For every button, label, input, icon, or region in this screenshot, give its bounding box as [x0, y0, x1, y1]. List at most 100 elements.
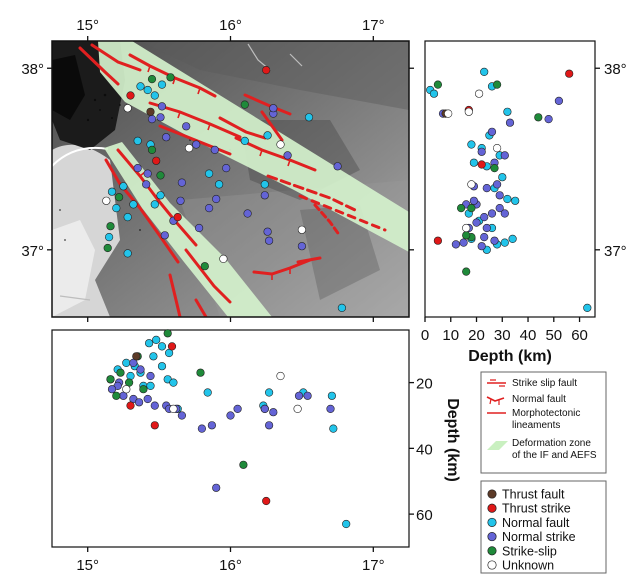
side-panel-frame — [424, 40, 596, 318]
map-epicenter-point — [263, 131, 272, 140]
legend-event-marker — [487, 532, 497, 542]
bottom-epicenter-point — [303, 391, 312, 400]
bottom-epicenter-point — [167, 342, 177, 351]
legend-event-label: Normal strike — [502, 530, 576, 544]
longitude-depth-panel: 20 40 60 15° 16° 17° Depth (km) — [51, 329, 461, 574]
legend-normal-fault-label: Normal fault — [512, 394, 566, 405]
map-epicenter-point — [205, 169, 214, 178]
map-epicenter-point — [123, 104, 132, 113]
map-epicenter-point — [106, 222, 115, 231]
map-epicenter-point — [260, 191, 269, 200]
bottom-epicenter-point — [107, 385, 117, 394]
bottom-epicenter-point — [265, 388, 274, 397]
map-epicenter-point — [156, 113, 165, 122]
depth-latitude-panel: 0 10 20 30 40 50 60 38° 37° Depth (km) — [421, 40, 627, 365]
bottom-epicenter-point — [126, 401, 135, 410]
map-epicenter-point — [150, 200, 159, 209]
bottom-epicenter-point — [136, 365, 145, 374]
bottom-epicenter-point — [135, 398, 144, 407]
bottom-depth-tick-label: 60 — [416, 507, 433, 524]
map-epicenter-point — [177, 178, 186, 187]
map-epicenter-point — [156, 171, 165, 180]
bottom-epicenter-point — [149, 352, 158, 361]
legend-zone-label-1: Deformation zone — [512, 438, 591, 449]
normal-fault-ticks — [139, 65, 291, 280]
map-epicenter-point — [123, 213, 132, 222]
legend-lineament-label-2: lineaments — [512, 420, 560, 431]
bottom-lon-tick-label: 17° — [362, 557, 385, 574]
side-depth-tick-label: 60 — [571, 327, 588, 344]
map-epicenters — [102, 65, 347, 313]
bottom-epicenter-point — [327, 391, 337, 400]
map-epicenter-point — [147, 114, 157, 124]
map-epicenter-point — [283, 151, 292, 160]
legend-event-label: Thrust strike — [502, 502, 571, 516]
bottom-depth-tick-label: 40 — [416, 441, 433, 458]
bottom-epicenter-point — [329, 424, 338, 433]
side-epicenter-point — [493, 144, 502, 153]
legend-event-label: Strike-slip — [502, 544, 557, 558]
map-epicenter-point — [263, 227, 272, 236]
map-epicenter-point — [147, 74, 157, 84]
side-epicenter-point — [480, 67, 489, 76]
map-epicenter-point — [297, 225, 307, 234]
map-lon-tick-label: 16° — [219, 17, 242, 34]
map-epicenter-point — [143, 85, 152, 95]
map-epicenter-point — [182, 122, 191, 131]
map-epicenter-point — [212, 194, 221, 204]
map-epicenter-point — [200, 262, 209, 271]
side-epicenter-point — [433, 236, 443, 245]
legend-zone-label-2: of the IF and AEFS — [512, 450, 597, 461]
map-epicenter-point — [136, 82, 145, 91]
map-epicenter-point — [160, 231, 169, 240]
side-epicenter-point — [429, 89, 439, 98]
side-depth-axis-title: Depth (km) — [468, 348, 552, 365]
side-epicenter-point — [583, 303, 592, 313]
map-epicenter-point — [107, 187, 117, 196]
map-lat-tick-label: 37° — [21, 243, 44, 260]
bottom-epicenter-point — [177, 411, 186, 420]
zone-symbol — [487, 441, 508, 450]
map-epicenter-point — [102, 196, 111, 205]
side-epicenter-point — [464, 107, 473, 116]
legend-events-box — [480, 480, 607, 574]
map-panel: 15° 16° 17° 38° 37° — [21, 17, 414, 322]
side-epicenter-point — [565, 69, 574, 78]
map-lat-tick-label: 38° — [21, 61, 44, 78]
side-epicenter-point — [480, 213, 489, 222]
side-epicenter-point — [487, 127, 497, 136]
side-epicenter-point — [508, 234, 517, 243]
side-epicenter-point — [487, 209, 497, 218]
legend-event-label: Unknown — [502, 559, 554, 573]
side-epicenter-point — [462, 267, 471, 276]
side-epicenter-point — [490, 164, 499, 173]
side-epicenter-point — [495, 191, 504, 200]
map-epicenter-point — [143, 169, 152, 178]
legend-strike-slip-label: Strike slip fault — [512, 378, 577, 389]
side-depth-tick-label: 10 — [442, 327, 459, 344]
side-epicenter-point — [462, 223, 471, 233]
map-epicenter-point — [162, 133, 171, 142]
bottom-epicenter-point — [157, 342, 167, 351]
side-epicenter-point — [477, 160, 486, 169]
map-epicenter-point — [152, 156, 161, 165]
map-epicenter-point — [276, 140, 285, 149]
map-epicenter-point — [119, 182, 128, 191]
bottom-epicenter-point — [143, 394, 152, 404]
side-epicenter-point — [493, 180, 502, 189]
side-depth-ticks: 0 10 20 30 40 50 60 — [421, 317, 588, 344]
bottom-epicenter-point — [326, 404, 335, 414]
strike-slip-symbol — [487, 379, 506, 387]
map-epicenter-point — [265, 236, 274, 245]
side-epicenter-point — [477, 242, 486, 251]
map-epicenter-point — [297, 242, 307, 251]
side-epicenter-point — [554, 96, 564, 105]
side-epicenter-point — [469, 196, 479, 205]
side-epicenter-point — [500, 238, 509, 247]
bottom-epicenter-point — [126, 371, 135, 381]
map-epicenter-point — [126, 91, 135, 100]
side-epicenter-point — [498, 173, 507, 182]
map-epicenter-point — [262, 65, 271, 75]
